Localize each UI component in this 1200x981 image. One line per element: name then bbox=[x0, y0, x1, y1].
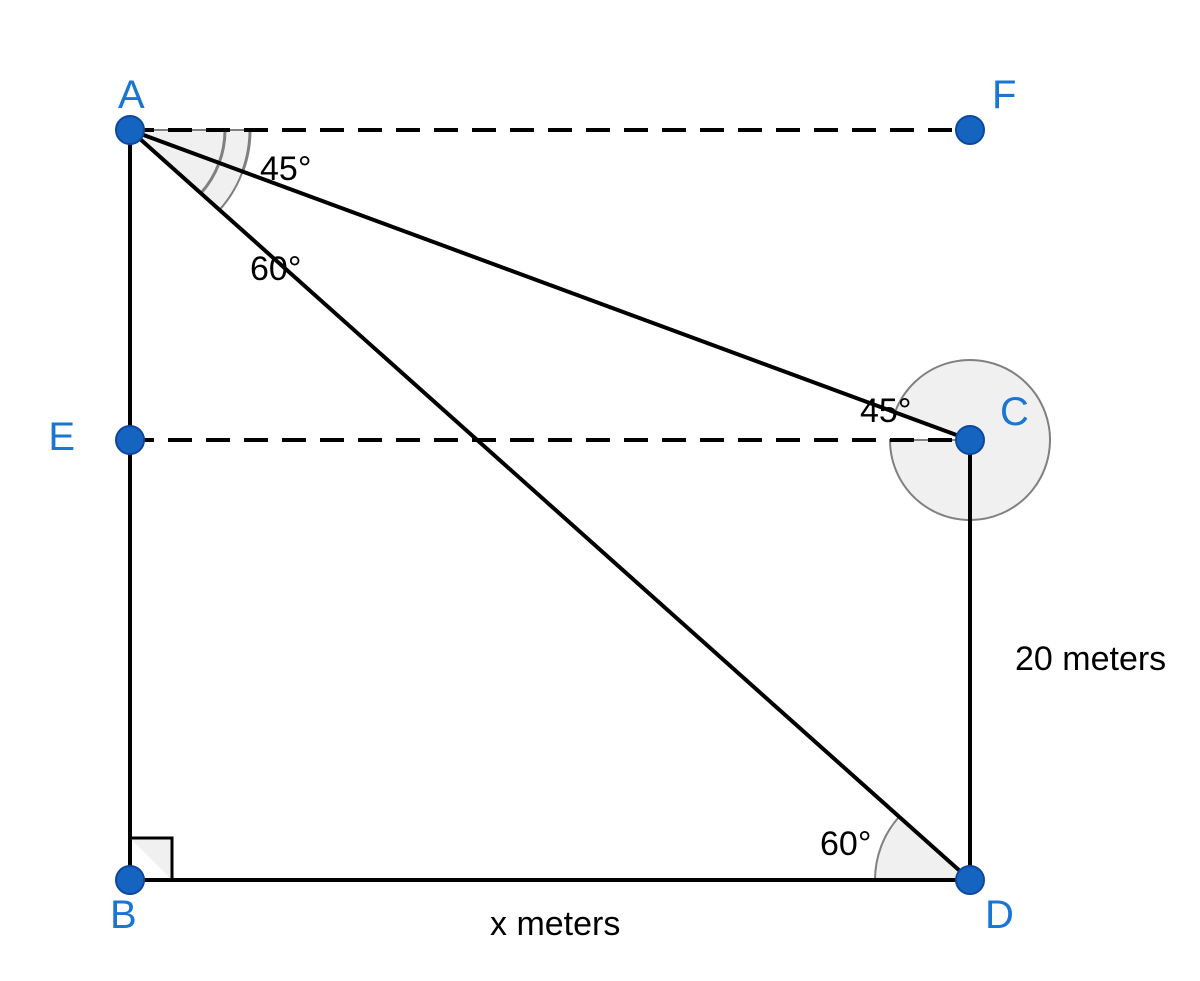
point-D bbox=[956, 866, 984, 894]
point-B bbox=[116, 866, 144, 894]
point-E bbox=[116, 426, 144, 454]
measure-CD: 20 meters bbox=[1015, 640, 1166, 678]
label-C: C bbox=[1000, 390, 1029, 434]
point-F bbox=[956, 116, 984, 144]
label-A: A bbox=[118, 73, 145, 117]
angle-A-60: 60° bbox=[250, 250, 301, 288]
angle-D-60: 60° bbox=[820, 825, 871, 863]
label-F: F bbox=[992, 73, 1016, 117]
line-AD bbox=[130, 130, 970, 880]
measure-BD: x meters bbox=[490, 905, 620, 943]
label-B: B bbox=[110, 893, 137, 937]
geometry-diagram: A F E C B D 45° 60° 45° 60° 20 meters x meters bbox=[0, 0, 1200, 981]
angle-A-45: 45° bbox=[260, 150, 311, 188]
angle-C-45: 45° bbox=[860, 392, 911, 430]
point-A bbox=[116, 116, 144, 144]
label-D: D bbox=[985, 893, 1014, 937]
label-E: E bbox=[48, 415, 75, 459]
point-C bbox=[956, 426, 984, 454]
